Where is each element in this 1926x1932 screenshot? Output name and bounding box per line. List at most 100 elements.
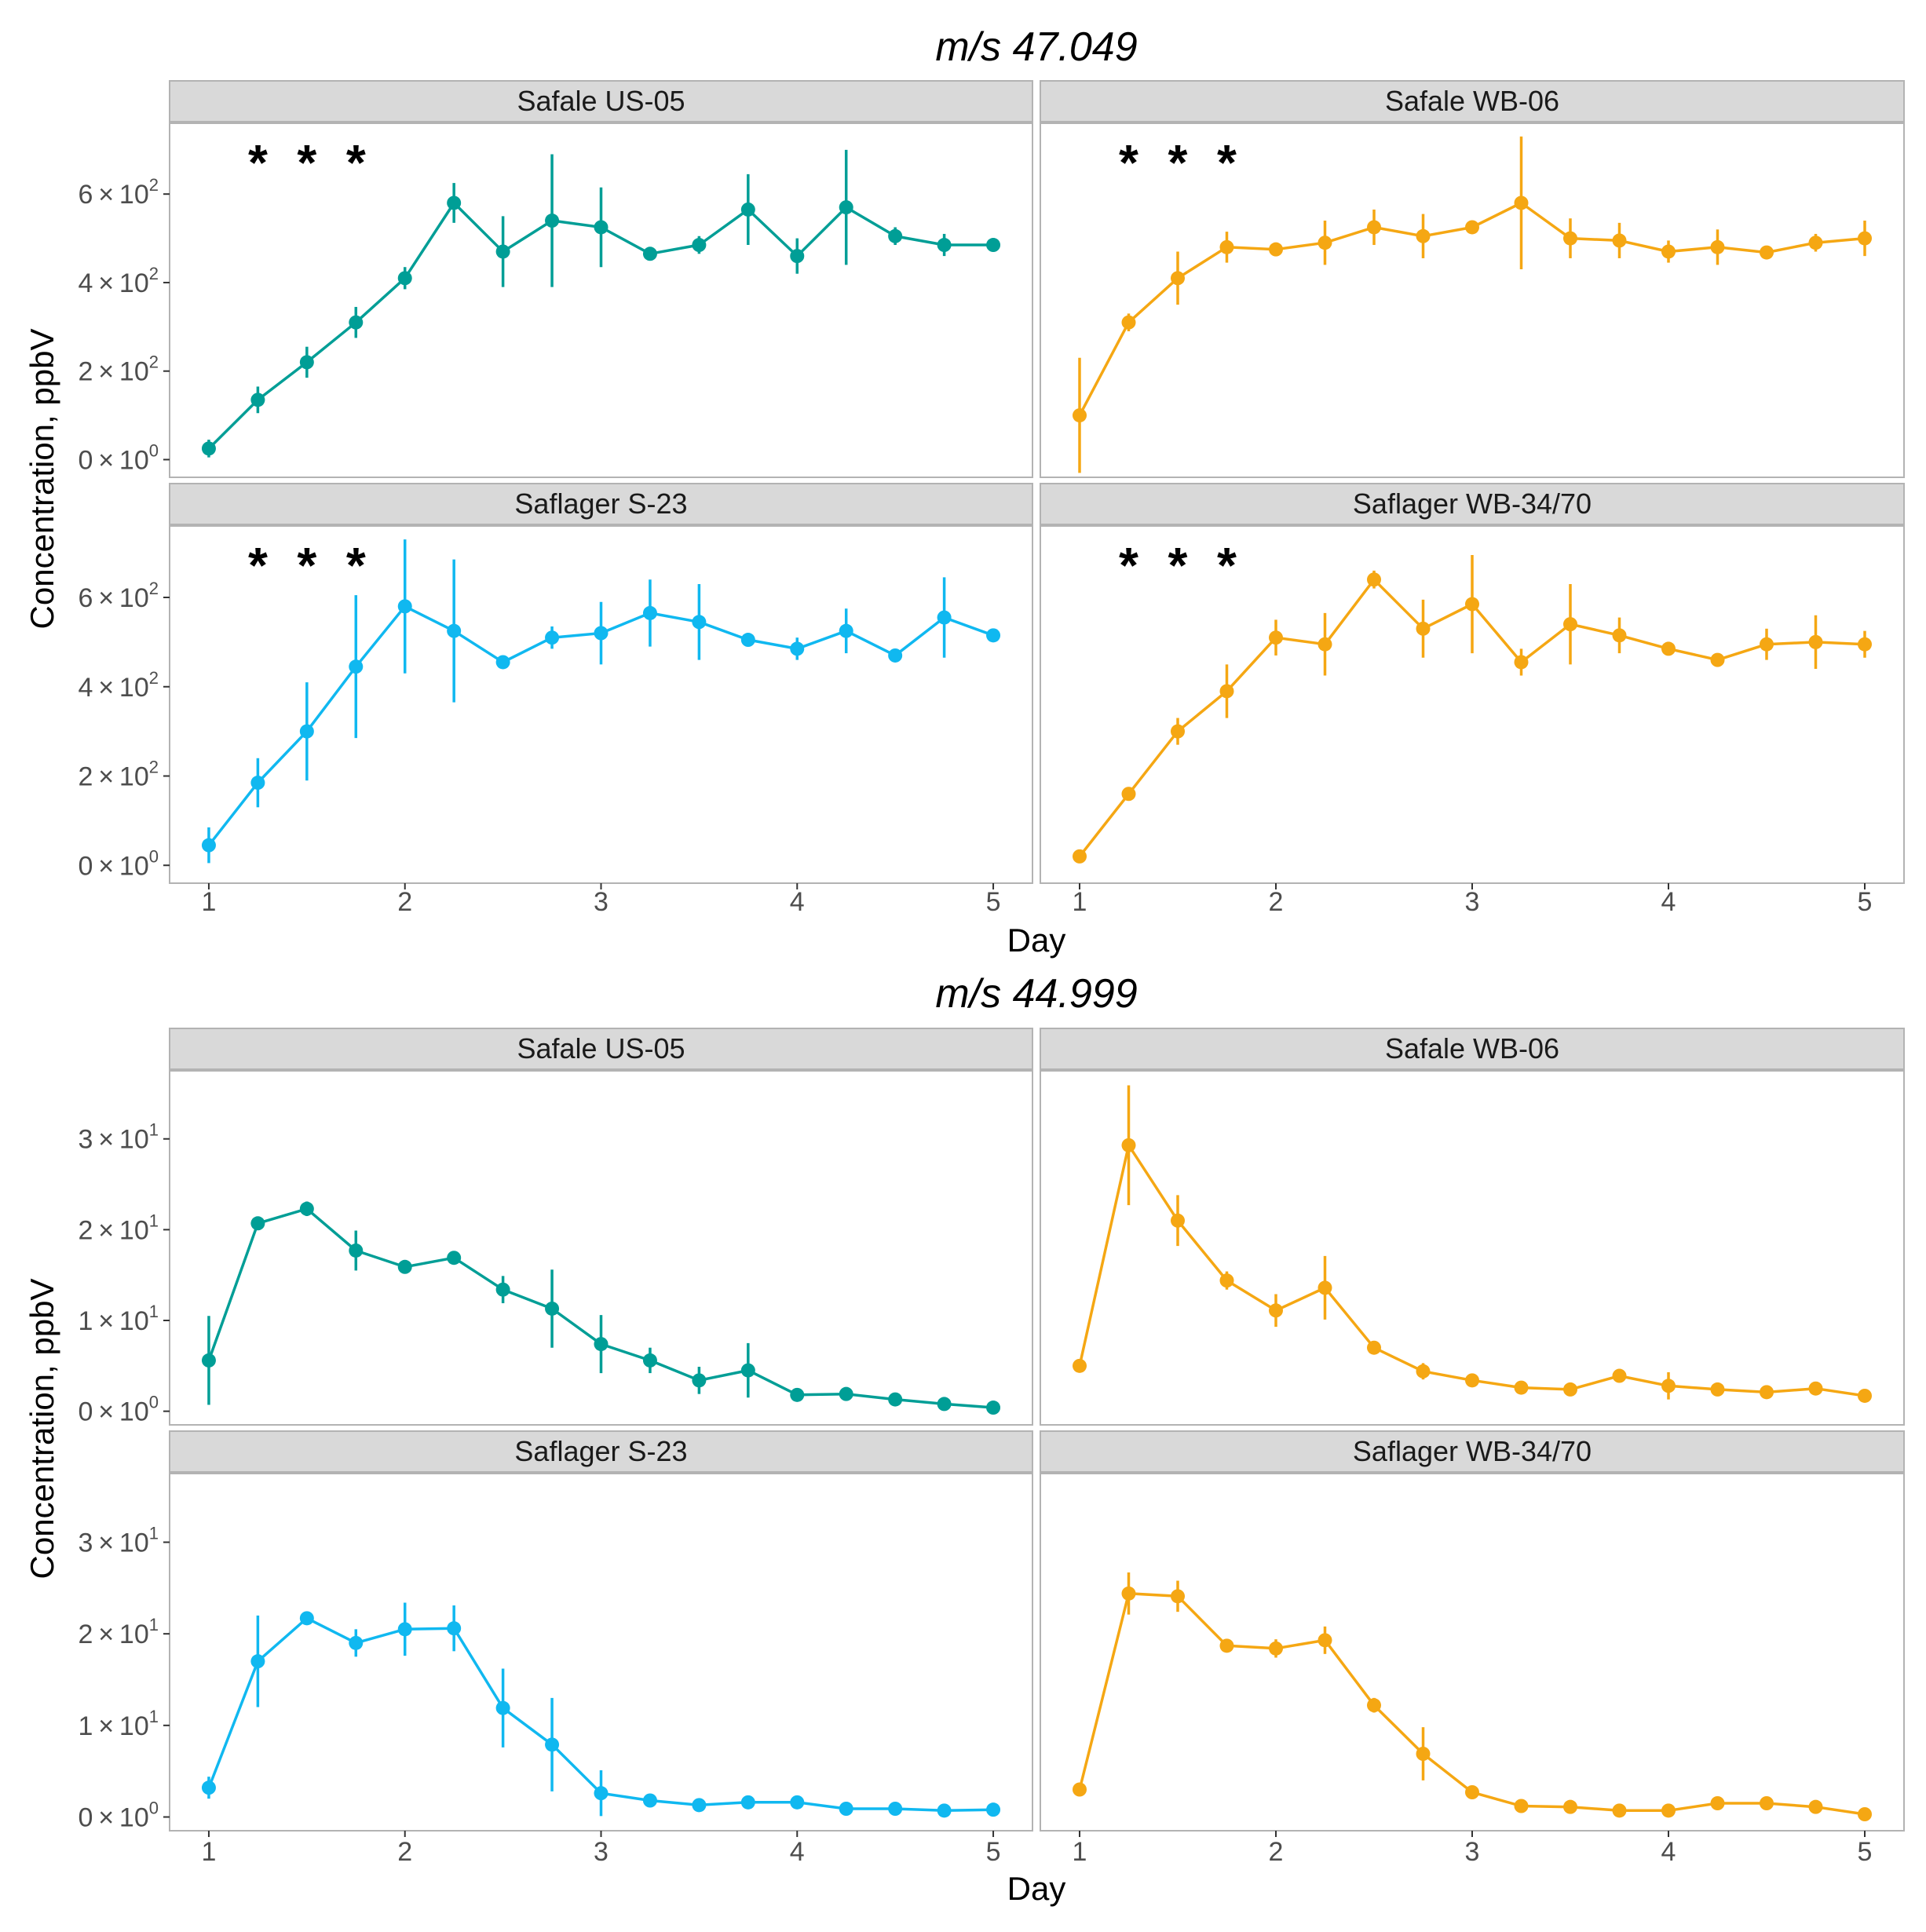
y-tick-label: 6 × 102 (79, 579, 159, 613)
data-point (250, 1216, 265, 1231)
data-point (1858, 1807, 1872, 1821)
data-point (447, 1251, 462, 1265)
data-point (594, 1786, 608, 1801)
data-point (1073, 849, 1087, 864)
data-point (1710, 239, 1725, 254)
data-point (1269, 1303, 1283, 1318)
data-point (1367, 1698, 1381, 1713)
x-tick-label: 2 (397, 1837, 412, 1867)
data-point (790, 641, 805, 656)
data-point (740, 202, 755, 217)
significance-marker: * (248, 537, 268, 593)
block-title-bottom: m/s 44.999 (935, 971, 1137, 1017)
facet-strip-label: Saflager WB-34/70 (1353, 488, 1592, 520)
x-tick-label: 3 (1465, 887, 1480, 917)
y-tick-label: 3 × 101 (79, 1524, 159, 1558)
data-point (839, 1386, 853, 1401)
data-point (299, 1611, 314, 1626)
data-point (397, 271, 412, 286)
data-point (1858, 231, 1872, 246)
data-point (495, 1282, 510, 1297)
data-point (1858, 637, 1872, 652)
significance-marker: * (346, 134, 366, 191)
x-tick-label: 3 (594, 1837, 608, 1867)
data-point (201, 441, 216, 456)
data-point (1661, 1803, 1676, 1818)
x-tick-label: 2 (1269, 887, 1284, 917)
data-point (1760, 245, 1774, 260)
panel-b0-saflager-s-23: Saflager S-23 0 × 100 2 × 102 4 × 102 6 × 10… (79, 483, 1033, 917)
data-point (349, 1243, 364, 1258)
data-point (642, 1793, 657, 1808)
data-point (1318, 1280, 1332, 1295)
x-tick-label: 4 (790, 1837, 805, 1867)
data-point (1661, 244, 1676, 259)
data-point (545, 214, 560, 228)
data-point (1171, 1589, 1185, 1604)
panel-b1-safale-us-05: Safale US-05 0 × 100 1 × 101 2 × 101 3 × 101 (79, 1028, 1033, 1427)
panel-b1-saflager-wb-34-70: Saflager WB-34/70 1 2 3 4 5 (1040, 1430, 1905, 1867)
panel-frame (1040, 1070, 1905, 1426)
data-point (1563, 1382, 1577, 1397)
data-point (1416, 621, 1431, 636)
data-point (937, 1803, 952, 1818)
x-tick-label: 5 (1858, 887, 1873, 917)
data-point (790, 1387, 805, 1402)
facet-strip (1040, 80, 1905, 122)
data-point (250, 393, 265, 407)
data-point (1318, 1633, 1332, 1648)
data-point (1760, 637, 1774, 652)
y-tick-label: 1 × 101 (79, 1707, 159, 1741)
y-axis-title-bottom: Concentration, ppbV (24, 1279, 60, 1580)
data-point (299, 355, 314, 370)
facet-strip (1040, 1028, 1905, 1070)
x-tick-label: 4 (790, 887, 805, 917)
data-point (692, 1373, 707, 1388)
x-tick-label: 2 (397, 887, 412, 917)
data-point (1367, 572, 1381, 587)
data-point (201, 1353, 216, 1368)
data-point (1710, 1382, 1725, 1397)
data-point (1121, 315, 1136, 330)
x-tick-label: 4 (1661, 887, 1676, 917)
significance-marker: * (346, 537, 366, 593)
data-point (1514, 1380, 1529, 1395)
data-point (250, 776, 265, 791)
data-point (349, 1635, 364, 1650)
data-point (790, 249, 805, 264)
data-point (1858, 1388, 1872, 1403)
data-point (888, 228, 903, 243)
data-point (447, 1621, 462, 1636)
facet-strip-label: Saflager S-23 (514, 1435, 687, 1467)
y-tick-label: 0 × 100 (79, 1393, 159, 1427)
panel-b0-safale-us-05: Safale US-05 0 × 100 2 × 102 4 × 102 6 × 102… (79, 80, 1033, 478)
data-point (986, 1802, 1001, 1817)
data-point (349, 315, 364, 330)
data-point (1219, 239, 1234, 254)
x-axis-title-bottom: Day (1007, 1870, 1066, 1907)
data-point (1416, 1364, 1431, 1379)
data-point (495, 1700, 510, 1715)
data-point (1269, 630, 1283, 645)
data-point (1808, 236, 1823, 250)
data-point (397, 1622, 412, 1637)
x-tick-label: 5 (1858, 1837, 1873, 1867)
significance-marker: * (1217, 537, 1237, 593)
facet-strip (1040, 483, 1905, 525)
panel-b0-safale-wb-06: Safale WB-06 * * * (1040, 80, 1905, 478)
y-tick-label: 4 × 102 (79, 264, 159, 298)
data-point (1269, 1641, 1283, 1656)
data-point (888, 648, 903, 663)
data-point (545, 630, 560, 645)
y-tick-label: 4 × 102 (79, 668, 159, 703)
data-point (1465, 1785, 1479, 1799)
significance-marker: * (297, 537, 316, 593)
data-point (250, 1654, 265, 1669)
data-point (447, 623, 462, 638)
data-point (1808, 1799, 1823, 1814)
data-point (937, 238, 952, 253)
data-point (692, 615, 707, 630)
data-point (299, 1201, 314, 1216)
data-point (1219, 1273, 1234, 1288)
